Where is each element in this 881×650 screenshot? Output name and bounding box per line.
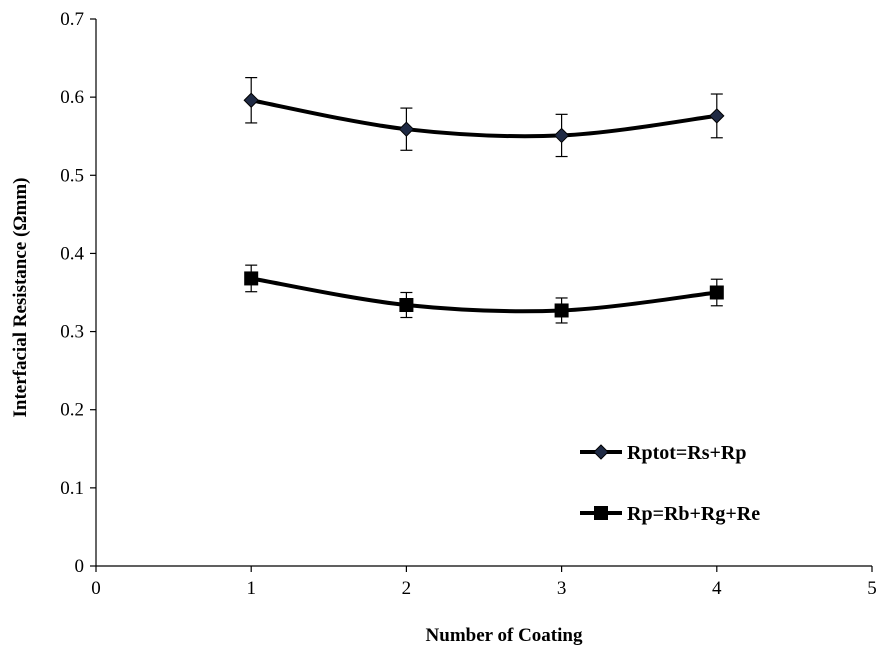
- legend-item: Rp=Rb+Rg+Re: [580, 503, 760, 525]
- y-tick-label: 0.5: [60, 165, 84, 186]
- series-line: [250, 276, 718, 314]
- series-line: [250, 98, 718, 139]
- data-point: [399, 298, 414, 313]
- series: [243, 77, 725, 324]
- x-tick-label: 0: [91, 578, 101, 599]
- y-tick-label: 0.6: [60, 87, 84, 108]
- legend: Rptot=Rs+Rp Rp=Rb+Rg+Re: [580, 442, 760, 525]
- y-tick-label: 0.7: [60, 9, 84, 30]
- data-point: [554, 303, 569, 318]
- x-tick-label: 1: [246, 578, 256, 599]
- legend-item: Rptot=Rs+Rp: [580, 442, 746, 464]
- data-point: [709, 108, 725, 124]
- y-tick-label: 0.2: [60, 400, 84, 421]
- x-tick-label: 2: [402, 578, 412, 599]
- series-2: [244, 264, 724, 324]
- y-tick-label: 0.1: [60, 478, 84, 499]
- series-1: [243, 77, 725, 158]
- x-tick-label: 4: [712, 578, 722, 599]
- legend-label: Rp=Rb+Rg+Re: [627, 503, 760, 525]
- data-point: [244, 271, 259, 286]
- x-tick-label: 5: [867, 578, 877, 599]
- axes: [95, 19, 872, 567]
- data-point: [398, 121, 415, 137]
- data-point: [553, 127, 570, 144]
- data-point: [709, 285, 724, 300]
- data-point: [243, 92, 259, 108]
- y-tick-label: 0.3: [60, 322, 84, 343]
- y-tick-label: 0.4: [60, 243, 84, 264]
- y-axis-title: Interfacial Resistance (Ωmm): [10, 178, 31, 418]
- ticks: 0 1 2 3 4 5 0 0.1 0.2 0.3 0.4 0.5 0.6 0.7: [60, 9, 877, 599]
- legend-marker: [593, 444, 609, 460]
- legend-marker: [594, 506, 608, 520]
- y-tick-label: 0: [75, 556, 85, 577]
- legend-label: Rptot=Rs+Rp: [627, 442, 746, 464]
- x-axis-title: Number of Coating: [426, 625, 583, 646]
- x-tick-label: 3: [557, 578, 567, 599]
